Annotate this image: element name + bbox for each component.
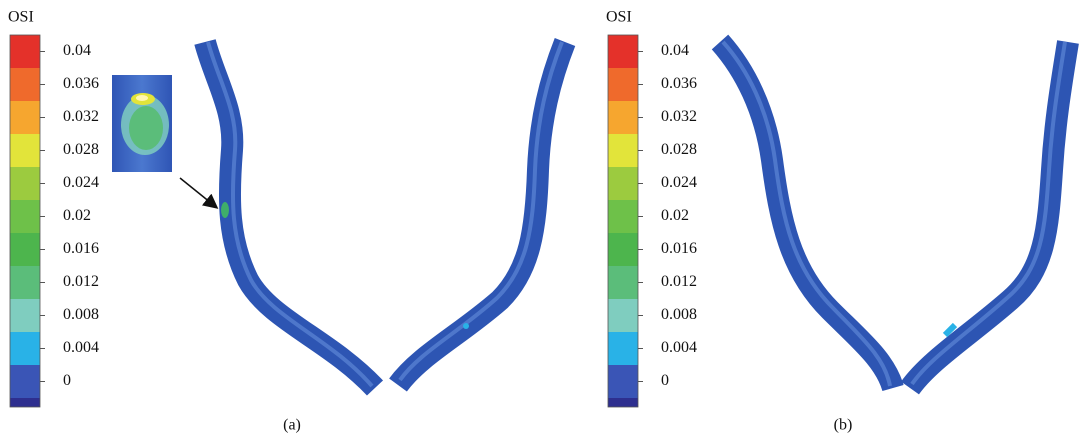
legend-band xyxy=(10,233,40,266)
vessel-b-left xyxy=(711,34,904,392)
legend-tick-label: 0.028 xyxy=(63,141,99,158)
vessel-a-left xyxy=(194,39,384,396)
legend-band xyxy=(608,332,638,365)
legend-tick-label: 0.016 xyxy=(63,240,99,257)
legend-tick-label: 0.008 xyxy=(63,306,99,323)
vessels xyxy=(194,34,1079,396)
legend-tick-label: 0.02 xyxy=(63,207,91,224)
legend-band xyxy=(608,167,638,200)
legend-tick-label: 0.04 xyxy=(661,42,689,59)
panel-caption: (a) xyxy=(283,417,301,434)
legend-band xyxy=(608,68,638,101)
legend-tick-label: 0.012 xyxy=(63,273,99,290)
legend-band xyxy=(608,101,638,134)
legend-tick-label: 0.04 xyxy=(63,42,91,59)
legend-title: OSI xyxy=(8,9,34,26)
legend-tick-label: 0.028 xyxy=(661,141,697,158)
legend-band xyxy=(608,398,638,407)
legend-band xyxy=(10,134,40,167)
legend-tick-label: 0.016 xyxy=(661,240,697,257)
legend-band xyxy=(608,134,638,167)
vessel-b-right xyxy=(901,40,1079,395)
legend-tick-label: 0 xyxy=(63,372,71,389)
legend-tick-label: 0.032 xyxy=(63,108,99,125)
legend-frame xyxy=(9,34,41,408)
legend-frame xyxy=(607,34,639,408)
legend-title: OSI xyxy=(606,9,632,26)
legend-band xyxy=(608,35,638,68)
legend-tick-label: 0.024 xyxy=(63,174,99,191)
panel-caption: (b) xyxy=(834,417,853,434)
legend-tick-label: 0.004 xyxy=(63,339,99,356)
legend-band xyxy=(10,200,40,233)
vessel-a-right xyxy=(389,37,576,392)
legend-tick-label: 0.024 xyxy=(661,174,697,191)
legend-band xyxy=(10,365,40,398)
legend-tick-label: 0.032 xyxy=(661,108,697,125)
legend-tick-label: 0.004 xyxy=(661,339,697,356)
legend-tick-label: 0.008 xyxy=(661,306,697,323)
legend-band xyxy=(10,332,40,365)
legend-band xyxy=(608,266,638,299)
legend-band xyxy=(608,299,638,332)
legend-band xyxy=(10,299,40,332)
legend-band xyxy=(608,200,638,233)
inset xyxy=(112,75,219,209)
legend-band xyxy=(608,233,638,266)
legend-tick-label: 0.036 xyxy=(661,75,697,92)
legend-tick-label: 0.02 xyxy=(661,207,689,224)
legend-band xyxy=(10,167,40,200)
legends: OSI 0.04 0.036 0.032 0.028 0.024 0.02 0.016 0.01… xyxy=(8,9,852,434)
legend-band xyxy=(10,68,40,101)
legend-tick-label: 0.012 xyxy=(661,273,697,290)
legend-band xyxy=(10,398,40,407)
legend-tick-label: 0.036 xyxy=(63,75,99,92)
legend-band xyxy=(10,101,40,134)
legend-band xyxy=(10,266,40,299)
legend-tick-label: 0 xyxy=(661,372,669,389)
legend-band xyxy=(608,365,638,398)
legend-band xyxy=(10,35,40,68)
